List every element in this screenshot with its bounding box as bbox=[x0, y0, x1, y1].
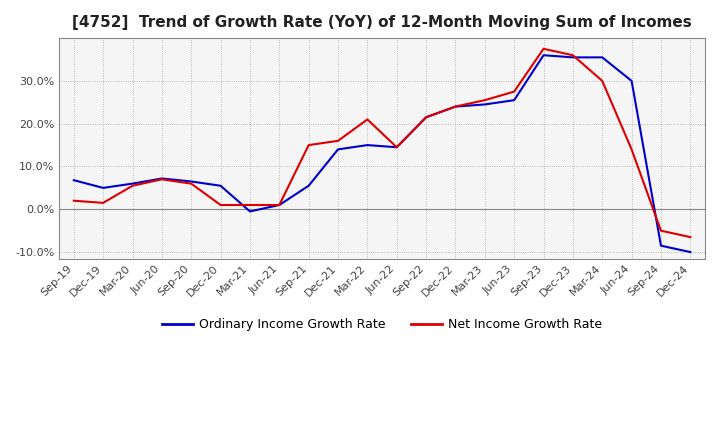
Net Income Growth Rate bbox=[480, 98, 489, 103]
Ordinary Income Growth Rate bbox=[187, 179, 196, 184]
Line: Net Income Growth Rate: Net Income Growth Rate bbox=[73, 49, 690, 237]
Legend: Ordinary Income Growth Rate, Net Income Growth Rate: Ordinary Income Growth Rate, Net Income … bbox=[157, 313, 608, 336]
Ordinary Income Growth Rate bbox=[539, 53, 548, 58]
Net Income Growth Rate bbox=[216, 202, 225, 208]
Net Income Growth Rate bbox=[627, 147, 636, 152]
Net Income Growth Rate bbox=[657, 228, 665, 233]
Net Income Growth Rate bbox=[422, 115, 431, 120]
Net Income Growth Rate bbox=[305, 143, 313, 148]
Ordinary Income Growth Rate bbox=[392, 145, 401, 150]
Net Income Growth Rate bbox=[187, 181, 196, 186]
Net Income Growth Rate bbox=[363, 117, 372, 122]
Net Income Growth Rate bbox=[510, 89, 518, 94]
Ordinary Income Growth Rate bbox=[657, 243, 665, 248]
Ordinary Income Growth Rate bbox=[305, 183, 313, 188]
Title: [4752]  Trend of Growth Rate (YoY) of 12-Month Moving Sum of Incomes: [4752] Trend of Growth Rate (YoY) of 12-… bbox=[72, 15, 692, 30]
Line: Ordinary Income Growth Rate: Ordinary Income Growth Rate bbox=[73, 55, 690, 252]
Net Income Growth Rate bbox=[539, 46, 548, 51]
Ordinary Income Growth Rate bbox=[99, 185, 107, 191]
Ordinary Income Growth Rate bbox=[363, 143, 372, 148]
Ordinary Income Growth Rate bbox=[510, 98, 518, 103]
Ordinary Income Growth Rate bbox=[598, 55, 606, 60]
Ordinary Income Growth Rate bbox=[422, 115, 431, 120]
Ordinary Income Growth Rate bbox=[275, 202, 284, 208]
Ordinary Income Growth Rate bbox=[569, 55, 577, 60]
Net Income Growth Rate bbox=[128, 183, 137, 188]
Ordinary Income Growth Rate bbox=[216, 183, 225, 188]
Ordinary Income Growth Rate bbox=[158, 176, 166, 181]
Net Income Growth Rate bbox=[69, 198, 78, 203]
Ordinary Income Growth Rate bbox=[333, 147, 342, 152]
Net Income Growth Rate bbox=[451, 104, 460, 109]
Ordinary Income Growth Rate bbox=[69, 178, 78, 183]
Net Income Growth Rate bbox=[686, 235, 695, 240]
Ordinary Income Growth Rate bbox=[246, 209, 254, 214]
Net Income Growth Rate bbox=[158, 177, 166, 182]
Net Income Growth Rate bbox=[598, 78, 606, 84]
Ordinary Income Growth Rate bbox=[480, 102, 489, 107]
Ordinary Income Growth Rate bbox=[686, 249, 695, 255]
Net Income Growth Rate bbox=[99, 200, 107, 205]
Net Income Growth Rate bbox=[569, 53, 577, 58]
Net Income Growth Rate bbox=[275, 202, 284, 208]
Net Income Growth Rate bbox=[333, 138, 342, 143]
Ordinary Income Growth Rate bbox=[128, 181, 137, 186]
Net Income Growth Rate bbox=[392, 145, 401, 150]
Net Income Growth Rate bbox=[246, 202, 254, 208]
Ordinary Income Growth Rate bbox=[451, 104, 460, 109]
Ordinary Income Growth Rate bbox=[627, 78, 636, 84]
